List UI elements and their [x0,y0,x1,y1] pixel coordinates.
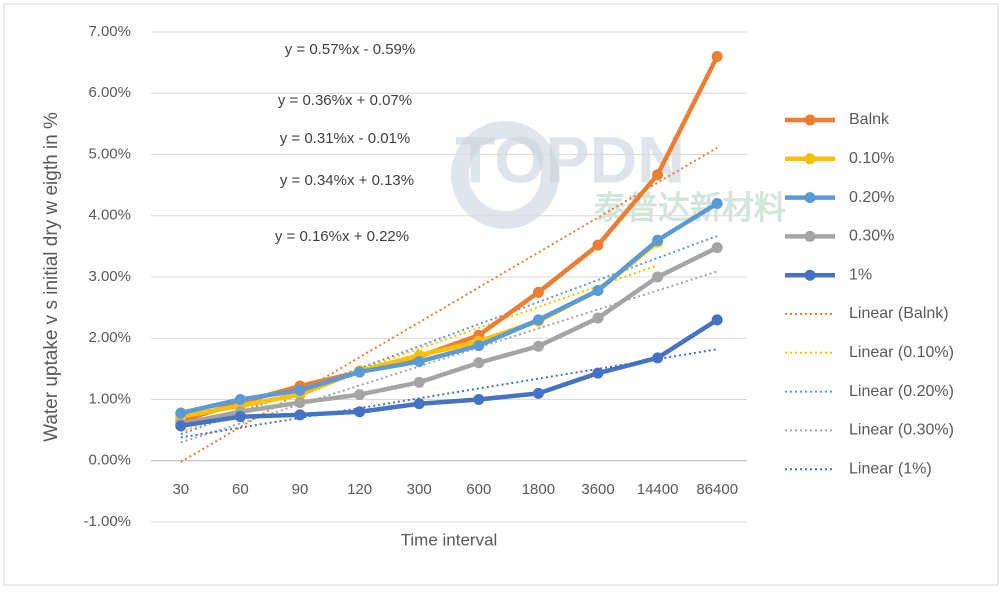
legend-marker [804,269,816,281]
y-tick-label: 2.00% [88,329,131,346]
data-point [473,357,485,369]
data-point [652,234,664,246]
trendline [180,146,718,463]
trendline [180,348,718,439]
data-point [711,51,723,62]
data-point [413,356,425,368]
data-point [234,394,246,405]
data-point [294,384,306,396]
y-tick-label: 7.00% [88,23,131,40]
legend-marker [804,153,816,165]
x-tick-label: 14400 [637,481,679,498]
legend-label: 1% [849,266,872,283]
data-point [532,340,544,352]
x-tick-label: 60 [232,481,249,498]
y-tick-label: 0.00% [88,452,131,469]
data-point [175,407,187,419]
data-point [652,169,664,181]
data-point [175,420,187,432]
x-tick-label: 86400 [696,481,738,498]
trendline [180,264,658,433]
x-tick-label: 120 [347,481,372,498]
data-point [711,242,723,254]
x-tick-label: 1800 [522,481,555,498]
data-point [532,387,544,399]
data-point [294,397,306,409]
x-axis-title: Time interval [401,530,498,549]
legend-label: Linear (0.20%) [849,383,954,400]
data-point [532,314,544,326]
data-point [354,366,366,378]
data-point [354,406,366,418]
annotation: y = 0.16%x + 0.22% [275,228,409,245]
x-tick-label: 3600 [581,481,614,498]
legend-label: Linear (1%) [849,460,932,477]
y-tick-label: -1.00% [83,513,131,530]
y-axis-title: Water uptake v s initial dry w eigth in … [41,112,62,442]
x-tick-label: 90 [292,481,309,498]
annotation: y = 0.57%x - 0.59% [285,41,416,58]
legend-marker [804,230,816,242]
x-tick-label: 30 [172,481,189,498]
data-point [234,411,246,423]
data-point [652,271,664,283]
series-line [180,245,719,427]
x-tick-label: 600 [466,481,491,498]
legend-label: Linear (0.10%) [849,344,954,361]
x-tick-label: 300 [407,481,432,498]
watermark-logo [451,121,559,229]
y-tick-label: 6.00% [88,84,131,101]
annotation: y = 0.34%x + 0.13% [280,172,414,189]
data-point [473,394,485,405]
legend-marker [804,192,816,204]
data-point [652,352,664,364]
data-point [532,286,544,298]
legend-label: 0.30% [849,228,894,245]
data-point [294,409,306,421]
legend-label: 0.20% [849,189,894,206]
data-point [413,398,425,410]
legend-label: Linear (Balnk) [849,305,949,322]
annotation: y = 0.31%x - 0.01% [280,130,411,147]
y-tick-label: 3.00% [88,268,131,285]
annotation: y = 0.36%x + 0.07% [278,92,412,109]
data-point [473,340,485,352]
trendline [180,270,718,444]
data-point [413,376,425,388]
y-tick-label: 5.00% [88,145,131,162]
y-tick-label: 4.00% [88,207,131,224]
series-line [180,201,719,416]
data-point [592,367,604,379]
series-line [180,317,719,429]
legend-marker [804,114,816,126]
chart-frame [3,3,999,586]
y-tick-label: 1.00% [88,390,131,407]
legend-label: 0.10% [849,150,894,167]
data-point [592,312,604,324]
data-point [711,198,723,209]
data-point [711,314,723,326]
legend-label: Balnk [849,111,890,128]
data-point [354,389,366,401]
data-point [592,284,604,296]
legend-label: Linear (0.30%) [849,422,954,439]
data-point [592,239,604,251]
